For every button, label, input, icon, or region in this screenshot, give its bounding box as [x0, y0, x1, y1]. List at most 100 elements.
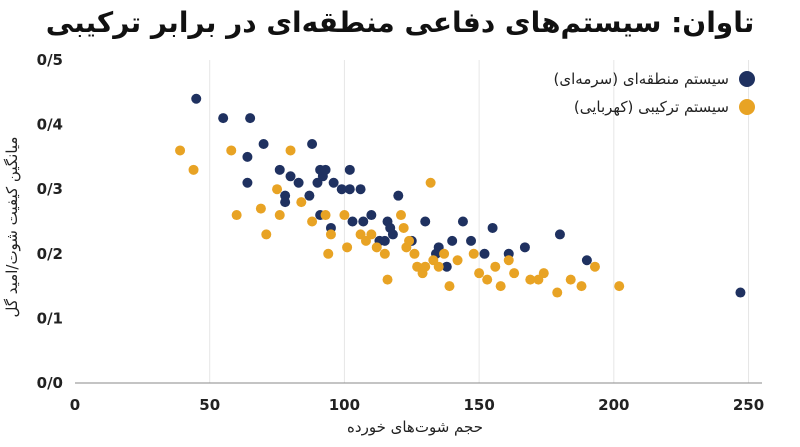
hybrid-point — [433, 261, 444, 272]
zonal-point — [280, 197, 291, 208]
zonal-point — [393, 190, 404, 201]
legend-item-zonal: سیستم منطقه‌ای (سرمه‌ای) — [554, 70, 755, 88]
hybrid-point — [226, 145, 237, 156]
zonal-point — [242, 177, 253, 188]
zonal-point — [307, 138, 318, 149]
zonal-point — [336, 184, 347, 195]
hybrid-point — [339, 210, 350, 221]
hybrid-point — [490, 261, 501, 272]
y-tick-label: 0/1 — [37, 309, 63, 327]
hybrid-point — [325, 229, 336, 240]
zonal-point — [487, 222, 498, 233]
hybrid-point — [495, 281, 506, 292]
hybrid-point — [323, 248, 334, 259]
hybrid-point — [439, 248, 450, 259]
zonal-point — [387, 229, 398, 240]
hybrid-point — [371, 242, 382, 253]
legend: سیستم منطقه‌ای (سرمه‌ای) سیستم ترکیبی (ک… — [554, 70, 755, 126]
hybrid-point — [382, 274, 393, 285]
hybrid-point — [420, 261, 431, 272]
y-tick-label: 0/5 — [37, 51, 63, 69]
hybrid-point — [452, 255, 463, 266]
zonal-point — [441, 261, 452, 272]
x-axis-label: حجم شوت‌های خورده — [347, 418, 483, 436]
zonal-point — [245, 113, 256, 124]
zonal-point — [554, 229, 565, 240]
hybrid-point — [552, 287, 563, 298]
hybrid-point — [231, 210, 242, 221]
hybrid-point — [175, 145, 186, 156]
y-axis-label: میانگین کیفیت شوت/امید گل — [3, 136, 21, 318]
hybrid-point — [398, 222, 409, 233]
legend-item-hybrid: سیستم ترکیبی (کهربایی) — [554, 98, 755, 116]
zonal-point — [285, 171, 296, 182]
legend-label-hybrid: سیستم ترکیبی (کهربایی) — [573, 98, 729, 116]
y-tick-label: 0/4 — [37, 116, 63, 134]
zonal-point — [242, 151, 253, 162]
hybrid-point — [614, 281, 625, 292]
tick-labels: 0 50 100 150 200 250 0/0 0/1 0/2 0/3 0/4 0/5 — [37, 51, 765, 414]
zonal-point — [358, 216, 369, 227]
hybrid-point — [538, 268, 549, 279]
hybrid-point — [366, 229, 377, 240]
zonal-point — [420, 216, 431, 227]
data-points — [175, 93, 746, 298]
x-tick-label: 50 — [199, 396, 220, 414]
hybrid-point — [274, 210, 285, 221]
x-tick-label: 150 — [463, 396, 494, 414]
hybrid-point — [261, 229, 272, 240]
hybrid-point — [285, 145, 296, 156]
hybrid-point — [444, 281, 455, 292]
hybrid-point — [482, 274, 493, 285]
zonal-point — [218, 113, 229, 124]
legend-swatch-zonal — [739, 71, 755, 87]
zonal-point — [581, 255, 592, 266]
hybrid-point — [576, 281, 587, 292]
hybrid-point — [188, 164, 199, 175]
hybrid-point — [255, 203, 266, 214]
x-tick-label: 250 — [733, 396, 764, 414]
zonal-point — [479, 248, 490, 259]
hybrid-point — [404, 235, 415, 246]
zonal-point — [328, 177, 339, 188]
y-tick-label: 0/2 — [37, 245, 63, 263]
zonal-point — [344, 184, 355, 195]
hybrid-point — [589, 261, 600, 272]
hybrid-point — [503, 255, 514, 266]
hybrid-point — [296, 197, 307, 208]
chart-title: تاوان: سیستم‌های دفاعی منطقه‌ای در برابر… — [45, 6, 755, 39]
zonal-point — [366, 210, 377, 221]
hybrid-point — [342, 242, 353, 253]
hybrid-point — [525, 274, 536, 285]
zonal-point — [293, 177, 304, 188]
zonal-point — [735, 287, 746, 298]
hybrid-point — [565, 274, 576, 285]
zonal-point — [274, 164, 285, 175]
grid-lines — [209, 60, 750, 383]
zonal-point — [347, 216, 358, 227]
zonal-point — [258, 138, 269, 149]
zonal-point — [447, 235, 458, 246]
legend-label-zonal: سیستم منطقه‌ای (سرمه‌ای) — [553, 70, 729, 88]
x-tick-label: 100 — [329, 396, 360, 414]
x-tick-label: 0 — [70, 396, 80, 414]
hybrid-point — [509, 268, 520, 279]
y-tick-label: 0/0 — [37, 374, 63, 392]
zonal-point — [191, 93, 202, 104]
zonal-point — [344, 164, 355, 175]
zonal-point — [355, 184, 366, 195]
y-tick-label: 0/3 — [37, 180, 63, 198]
hybrid-point — [468, 248, 479, 259]
zonal-point — [466, 235, 477, 246]
hybrid-point — [307, 216, 318, 227]
hybrid-point — [272, 184, 283, 195]
x-tick-label: 200 — [598, 396, 629, 414]
hybrid-point — [395, 210, 406, 221]
hybrid-point — [425, 177, 436, 188]
hybrid-point — [409, 248, 420, 259]
zonal-point — [320, 164, 331, 175]
hybrid-point — [320, 210, 331, 221]
hybrid-point — [474, 268, 485, 279]
hybrid-point — [379, 248, 390, 259]
